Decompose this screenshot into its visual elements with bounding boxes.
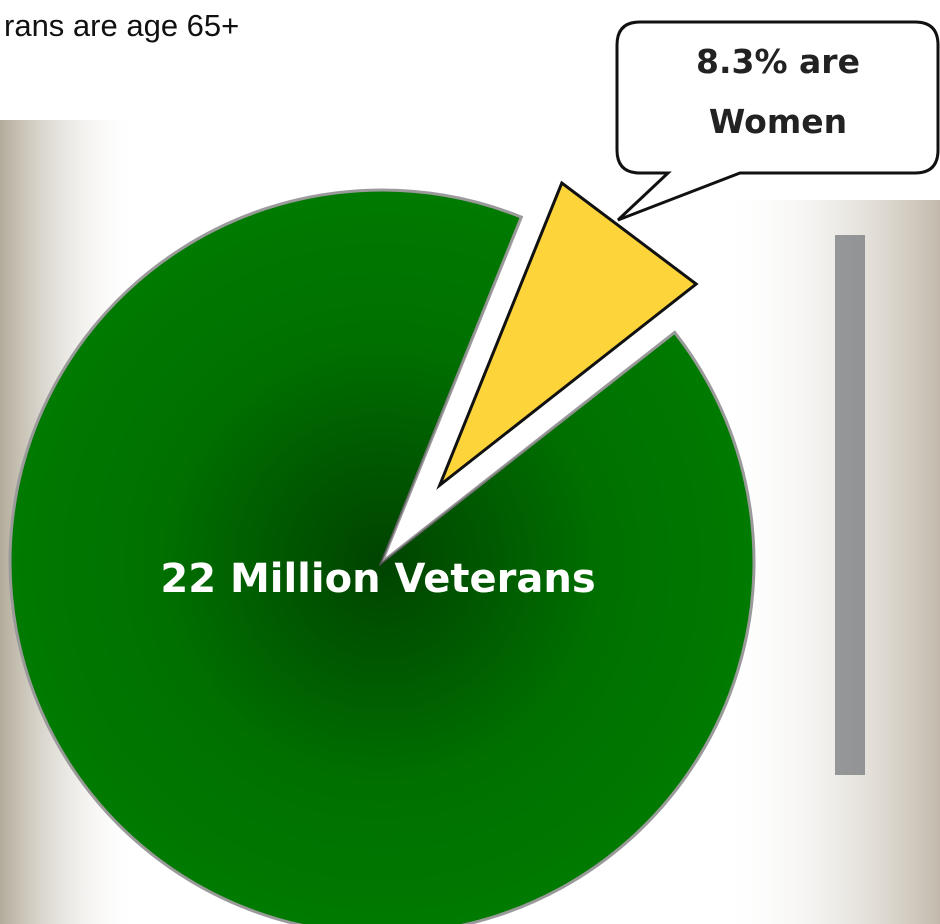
rifle — [835, 235, 865, 775]
callout-text: Women — [709, 102, 847, 141]
pie — [8, 180, 756, 924]
header-text: rans are age 65+ — [4, 8, 239, 43]
photo-right — [720, 200, 940, 924]
callout-bubble — [615, 20, 940, 222]
callout-text: 8.3% are — [696, 42, 860, 81]
center-label: 22 Million Veterans — [160, 556, 595, 602]
pie-shading — [10, 190, 754, 924]
pie-slice-exploded — [436, 180, 699, 490]
